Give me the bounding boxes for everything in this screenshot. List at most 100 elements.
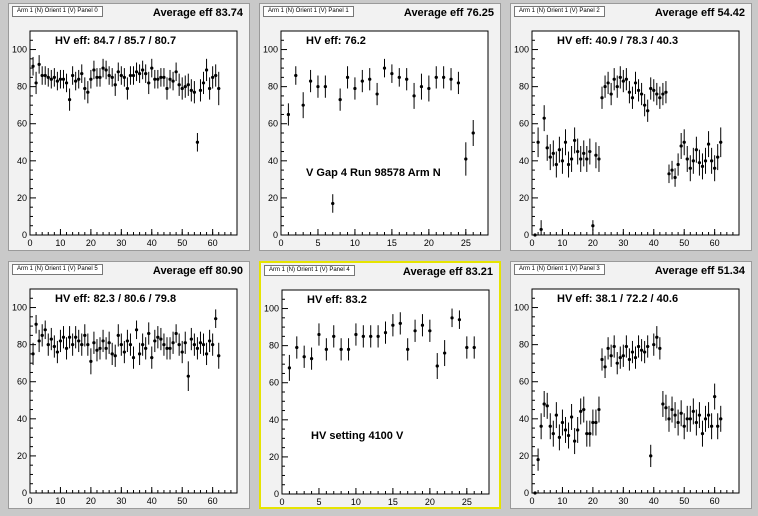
data-point	[217, 71, 221, 106]
data-point	[324, 338, 328, 361]
data-point	[427, 75, 431, 102]
data-point	[353, 77, 357, 100]
data-point	[676, 153, 680, 176]
data-point	[122, 68, 126, 87]
data-point	[682, 413, 686, 440]
pad-panel-4[interactable]: Arm 1 (N) Orient 1 (V) Panel 4 Average e…	[259, 261, 501, 509]
data-point	[406, 338, 410, 361]
data-point	[639, 82, 644, 106]
hv-efficiency-label: HV eff: 40.9 / 78.3 / 40.3	[557, 35, 678, 47]
data-point	[597, 396, 601, 423]
pad-panel-0[interactable]: Arm 1 (N) Orient 1 (V) Panel 0 Average e…	[8, 3, 250, 251]
x-tick-label: 10	[55, 496, 65, 506]
data-point	[676, 409, 680, 436]
data-point	[464, 142, 468, 176]
data-point	[548, 413, 552, 440]
pad-panel-3[interactable]: Arm 1 (N) Orient 1 (V) Panel 3 Average e…	[510, 261, 752, 509]
data-point	[576, 138, 580, 165]
data-point	[685, 145, 689, 172]
data-point	[412, 82, 416, 109]
data-point	[192, 333, 196, 356]
data-point	[361, 325, 365, 348]
plot-panel-1[interactable]: 0 20 40 60 80 100 0 5 10 15 20 25 HV eff: 76.2 V Gap …	[260, 4, 502, 252]
data-point	[636, 79, 641, 102]
y-tick-label: 20	[269, 452, 279, 462]
data-point	[64, 337, 69, 360]
x-tick-label: 5	[315, 238, 320, 248]
data-point	[89, 69, 93, 89]
data-point	[162, 68, 166, 87]
data-point	[52, 335, 56, 358]
data-point	[40, 324, 44, 347]
x-tick-label: 25	[461, 238, 471, 248]
data-point	[180, 340, 184, 364]
data-point	[679, 400, 683, 427]
x-tick-label: 30	[116, 496, 126, 506]
data-point	[585, 145, 589, 172]
data-point	[119, 333, 123, 356]
y-tick-label: 0	[524, 230, 529, 240]
pad-title: Arm 1 (N) Orient 1 (V) Panel 5	[12, 264, 103, 275]
data-point	[594, 409, 598, 436]
plot-panel-5[interactable]: 0 20 40 60 80 100 0 10 20 30 40 50 60 HV eff: 82.3 / …	[9, 262, 251, 510]
data-point	[376, 325, 380, 348]
data-point	[113, 344, 117, 367]
data-point	[183, 75, 187, 98]
data-point	[101, 58, 105, 78]
data-point	[369, 325, 373, 348]
data-point	[465, 336, 469, 359]
data-point	[301, 92, 305, 119]
data-point	[195, 337, 200, 360]
plot-panel-4[interactable]: 0 20 40 60 80 100 0 5 10 15 20 25 HV eff: 83.2 HV set…	[261, 263, 503, 511]
average-efficiency-label: Average eff 76.25	[403, 7, 494, 19]
data-point	[107, 66, 111, 85]
data-point	[597, 145, 601, 172]
pad-panel-1[interactable]: Arm 1 (N) Orient 1 (V) Panel 1 Average e…	[259, 3, 501, 251]
data-point	[682, 129, 686, 156]
data-point	[31, 56, 35, 76]
data-point	[34, 314, 38, 334]
data-point	[639, 339, 644, 362]
plot-panel-2[interactable]: 0 20 40 60 80 100 0 10 20 30 40 50 60 HV eff: 40.9 / …	[511, 4, 753, 252]
y-tick-label: 60	[17, 119, 27, 129]
plot-panel-3[interactable]: 0 20 40 60 80 100 0 10 20 30 40 50 60 HV eff: 38.1 / …	[511, 262, 753, 510]
pad-panel-2[interactable]: Arm 1 (N) Orient 1 (V) Panel 2 Average e…	[510, 3, 752, 251]
plot-panel-0[interactable]: 0 20 40 60 80 100 0 10 20 30 40 50 60 HV eff: 84.7 / …	[9, 4, 251, 252]
data-point	[627, 348, 632, 371]
data-point	[104, 60, 108, 80]
y-tick-label: 80	[519, 340, 529, 350]
data-point	[579, 398, 583, 425]
hv-efficiency-label: HV eff: 76.2	[306, 35, 366, 47]
y-tick-label: 80	[519, 82, 529, 92]
data-point	[706, 131, 711, 158]
data-point	[168, 69, 172, 89]
data-point	[621, 344, 625, 367]
data-point	[566, 422, 571, 449]
data-point	[354, 323, 358, 346]
data-point	[573, 127, 577, 154]
data-point	[569, 145, 574, 172]
y-tick-label: 100	[12, 45, 27, 55]
data-point	[606, 337, 610, 360]
y-tick-label: 0	[274, 489, 279, 499]
data-point	[368, 68, 372, 91]
data-point	[58, 329, 63, 353]
data-point	[688, 155, 692, 182]
data-point	[192, 81, 196, 104]
data-point	[630, 86, 635, 109]
data-point	[71, 66, 75, 85]
x-tick-label: 30	[618, 496, 628, 506]
data-point	[551, 420, 555, 447]
data-point	[456, 71, 461, 95]
data-point	[150, 346, 154, 369]
data-point	[457, 310, 462, 329]
data-point	[168, 337, 172, 360]
data-point	[360, 69, 364, 93]
data-point	[153, 329, 157, 353]
data-point	[536, 127, 540, 158]
data-point	[201, 71, 206, 95]
pad-panel-5[interactable]: Arm 1 (N) Orient 1 (V) Panel 5 Average e…	[8, 261, 250, 509]
data-point	[621, 69, 625, 93]
data-point	[309, 347, 314, 370]
data-point	[397, 68, 401, 87]
